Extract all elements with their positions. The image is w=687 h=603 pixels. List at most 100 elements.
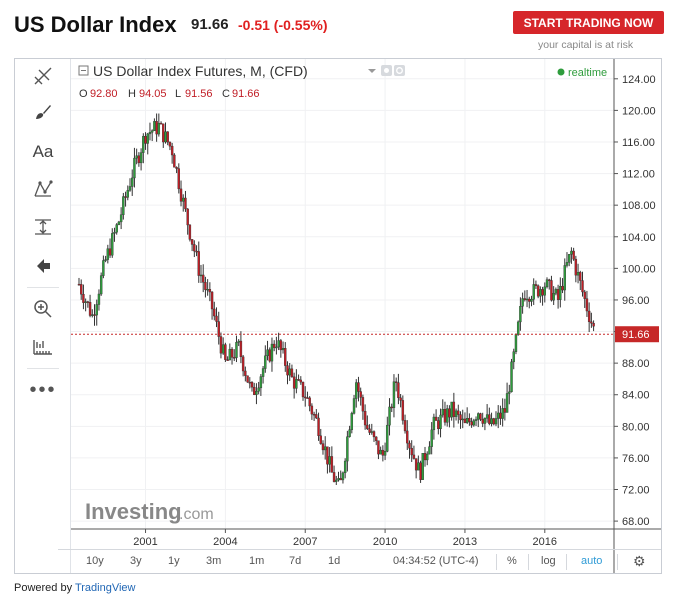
candle (494, 411, 498, 427)
range-7d-button[interactable]: 7d (289, 555, 302, 567)
candle (548, 278, 551, 290)
candle (126, 185, 129, 201)
ruler-tool-icon[interactable] (23, 332, 63, 362)
candle (281, 341, 285, 354)
candle (202, 264, 205, 293)
candle (290, 364, 294, 378)
candle (272, 340, 276, 352)
more-tools-icon[interactable]: ••• (29, 378, 57, 401)
candle (80, 279, 83, 300)
candle (323, 436, 327, 460)
candle (144, 132, 147, 150)
candle (583, 289, 586, 308)
text-tool-icon[interactable]: Aa (32, 142, 54, 161)
x-tick-label: 2001 (133, 536, 157, 548)
candle (346, 430, 349, 472)
candle (399, 394, 402, 408)
candle (339, 470, 342, 481)
x-tick-label: 2007 (293, 536, 317, 548)
pattern-tool-icon[interactable] (23, 174, 63, 204)
candle (91, 309, 94, 318)
candle (317, 412, 320, 441)
svg-text:91.56: 91.56 (185, 88, 213, 100)
candle (217, 311, 220, 345)
zoom-in-icon[interactable] (23, 294, 63, 324)
settings-gear-icon[interactable] (394, 65, 405, 76)
candle (485, 404, 489, 423)
candle (297, 374, 300, 381)
candle (430, 422, 433, 455)
candle (188, 224, 192, 242)
percent-scale-toggle[interactable]: % (507, 555, 517, 567)
auto-scale-toggle[interactable]: auto (581, 555, 603, 567)
settings-gear-icon[interactable]: ⚙ (633, 553, 646, 569)
candle (375, 436, 378, 446)
candle (579, 270, 582, 290)
candle (235, 335, 238, 363)
candle (148, 122, 152, 141)
candle (437, 416, 440, 435)
price-chart[interactable]: Investing .com 68.00 72.00 76.00 80.00 84.00… (71, 59, 661, 573)
candle (310, 403, 314, 420)
chevron-down-icon[interactable] (368, 69, 376, 73)
chart-canvas[interactable]: Investing .com 68.00 72.00 76.00 80.00 84.00… (71, 59, 661, 573)
candle (173, 153, 176, 168)
candle (508, 384, 511, 405)
candle (142, 133, 145, 164)
candle (483, 417, 487, 431)
candle (410, 440, 413, 462)
candle (361, 394, 365, 420)
range-1y-button[interactable]: 1y (168, 555, 180, 567)
candle (559, 277, 562, 308)
clock-time[interactable]: 04:34:52 (UTC-4) (393, 555, 479, 567)
back-arrow-icon[interactable] (23, 251, 63, 281)
powered-by: Powered by TradingView (14, 582, 136, 594)
tradingview-link[interactable]: TradingView (74, 582, 136, 594)
candle (275, 336, 278, 355)
candle (133, 147, 136, 188)
candle (412, 445, 416, 460)
last-price: 91.66 (191, 16, 229, 33)
candle (128, 178, 132, 192)
candle (581, 271, 584, 297)
candle (408, 440, 411, 459)
candle (556, 284, 560, 309)
y-tick-label: 88.00 (622, 358, 650, 370)
range-3m-button[interactable]: 3m (206, 555, 222, 567)
candle (563, 258, 566, 301)
range-3y-button[interactable]: 3y (130, 555, 142, 567)
measure-tool-icon[interactable] (23, 212, 63, 242)
start-trading-button[interactable]: START TRADING NOW (513, 11, 664, 34)
brush-tool-icon[interactable] (23, 97, 63, 127)
y-tick-label: 112.00 (622, 169, 655, 181)
risk-warning: your capital is at risk (538, 39, 634, 51)
x-tick-label: 2010 (373, 536, 397, 548)
log-scale-toggle[interactable]: log (541, 555, 556, 567)
range-1m-button[interactable]: 1m (249, 555, 265, 567)
candle (516, 320, 520, 336)
crosshair-tool-icon[interactable] (23, 61, 63, 91)
candle (277, 332, 280, 351)
candle (124, 191, 127, 207)
candle (326, 446, 329, 474)
candle (406, 420, 409, 450)
candle (386, 416, 389, 453)
candle (204, 276, 207, 298)
candle (561, 278, 564, 294)
range-10y-button[interactable]: 10y (86, 555, 104, 567)
candle (226, 356, 229, 361)
range-1d-button[interactable]: 1d (328, 555, 341, 567)
candle (534, 280, 538, 289)
candle (419, 460, 422, 483)
ohlc-legend: O 92.80 H 94.05 L 91.56 C 91.66 (79, 88, 260, 100)
watermark-suffix: .com (179, 506, 214, 523)
candle (328, 447, 331, 473)
candle (497, 405, 500, 429)
candle (253, 382, 256, 396)
candle (357, 376, 360, 402)
candle (246, 375, 249, 383)
candle (392, 374, 396, 418)
candle (224, 342, 227, 362)
candle (565, 252, 569, 268)
candle (299, 376, 302, 385)
